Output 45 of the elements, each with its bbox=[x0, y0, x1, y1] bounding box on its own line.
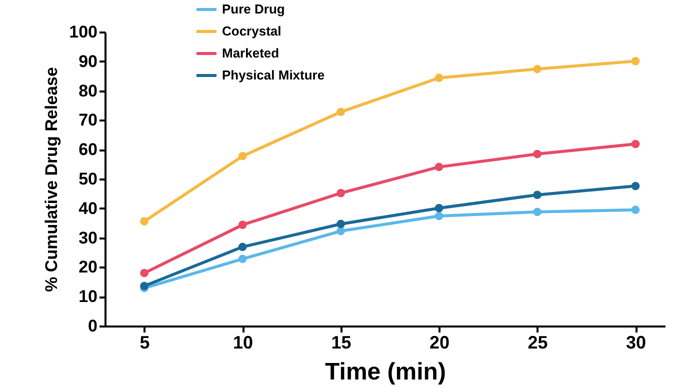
point bbox=[533, 150, 542, 158]
point bbox=[238, 220, 247, 230]
y-axis-title: % Cumulative Drug Release bbox=[42, 67, 62, 292]
x-tick-label: 25 bbox=[528, 332, 548, 352]
y-tick-label: 50 bbox=[78, 170, 98, 188]
x-tick-label: 10 bbox=[233, 332, 254, 352]
y-tick-label: 60 bbox=[78, 140, 98, 160]
y-tick-label: 40 bbox=[78, 198, 98, 218]
legend-label: Cocrystal bbox=[222, 24, 282, 38]
point bbox=[336, 108, 345, 116]
legend-label: Marketed bbox=[222, 46, 280, 60]
point bbox=[434, 162, 444, 172]
legend-label: Physical Mixture bbox=[222, 68, 325, 82]
x-tick-label: 15 bbox=[331, 332, 352, 352]
x-axis-title: Time (min) bbox=[325, 358, 446, 386]
point bbox=[336, 220, 345, 228]
legend-label: Pure Drug bbox=[222, 2, 285, 16]
point bbox=[434, 74, 444, 82]
point bbox=[631, 56, 640, 66]
y-tick-label: 90 bbox=[78, 52, 98, 71]
y-tick-label: 80 bbox=[78, 81, 98, 100]
y-tick-label: 0 bbox=[88, 316, 98, 336]
x-tick-label: 30 bbox=[626, 332, 646, 352]
point bbox=[336, 226, 345, 236]
point bbox=[238, 242, 247, 252]
point bbox=[533, 190, 542, 200]
y-tick-label: 20 bbox=[78, 258, 98, 277]
point bbox=[631, 182, 640, 190]
point bbox=[434, 204, 444, 212]
point bbox=[140, 217, 148, 226]
point bbox=[533, 64, 542, 74]
y-tick-label: 100 bbox=[69, 22, 98, 42]
point bbox=[631, 140, 640, 148]
point bbox=[238, 152, 247, 160]
point bbox=[434, 212, 444, 220]
point bbox=[140, 268, 148, 278]
point bbox=[238, 254, 247, 264]
y-tick-label: 70 bbox=[78, 110, 98, 130]
x-tick-label: 5 bbox=[140, 332, 150, 352]
x-tick-label: 20 bbox=[430, 332, 450, 352]
point bbox=[533, 208, 542, 216]
point bbox=[336, 188, 345, 198]
y-tick-label: 10 bbox=[78, 287, 98, 306]
point bbox=[631, 206, 640, 214]
y-tick-label: 30 bbox=[78, 228, 98, 248]
